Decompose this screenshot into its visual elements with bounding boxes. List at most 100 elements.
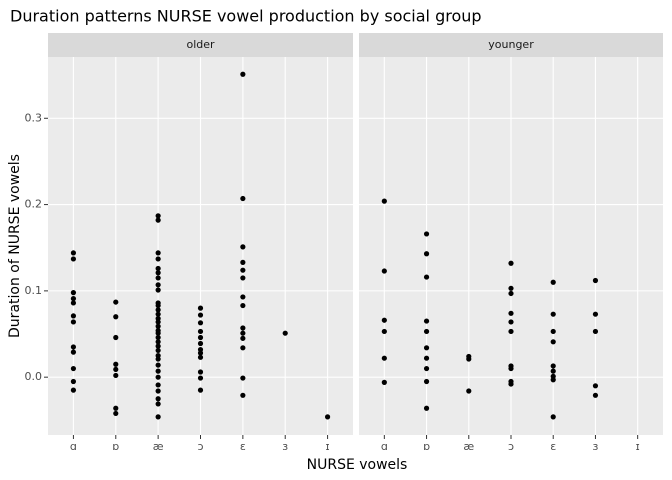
chart-title: Duration patterns NURSE vowel production…	[10, 7, 482, 26]
point	[155, 287, 161, 293]
x-tick-label: æ	[463, 440, 474, 453]
point	[155, 307, 161, 313]
x-tick-label: ɜ	[593, 440, 599, 453]
point	[240, 375, 246, 381]
point	[240, 330, 246, 336]
point	[70, 378, 77, 385]
point	[550, 377, 556, 383]
point	[70, 300, 77, 306]
point	[324, 414, 331, 420]
x-tick-label: ɛ	[240, 440, 246, 453]
x-tick-label: ɛ	[550, 440, 556, 453]
point	[197, 369, 204, 375]
point	[592, 277, 599, 284]
point	[197, 320, 204, 326]
point	[508, 285, 514, 291]
point	[381, 198, 387, 204]
point	[550, 368, 556, 374]
point	[508, 381, 514, 387]
x-tick-label: ɒ	[112, 440, 119, 453]
point	[240, 71, 246, 77]
point	[155, 334, 161, 341]
point	[508, 260, 514, 266]
point	[113, 361, 119, 367]
point	[423, 355, 430, 361]
point	[155, 401, 161, 407]
point	[113, 410, 119, 417]
point	[113, 372, 119, 379]
point	[197, 387, 204, 393]
point	[155, 343, 161, 349]
x-tick-label: æ	[153, 440, 164, 453]
strip-label: older	[186, 38, 215, 51]
point	[70, 290, 77, 296]
point	[197, 334, 204, 341]
x-tick-label: ɜ	[282, 440, 288, 453]
point	[197, 354, 204, 360]
x-tick-label: ɪ	[326, 440, 330, 453]
point	[423, 405, 430, 411]
point	[155, 368, 161, 374]
point	[466, 388, 472, 394]
point	[155, 282, 161, 288]
point	[155, 330, 161, 336]
y-tick-label: 0.3	[25, 111, 43, 124]
point	[508, 290, 514, 297]
point	[197, 328, 204, 335]
point	[282, 330, 288, 336]
point	[550, 414, 556, 420]
point	[155, 356, 161, 362]
point	[423, 345, 430, 351]
point	[197, 375, 204, 381]
point	[155, 265, 161, 272]
point	[155, 270, 161, 276]
y-tick-label: 0.0	[25, 370, 43, 383]
y-tick-label: 0.1	[25, 284, 43, 297]
point	[155, 362, 161, 368]
point	[70, 250, 77, 256]
x-tick-label: ɑ	[70, 440, 77, 453]
x-tick-label: ɪ	[636, 440, 640, 453]
point	[155, 217, 161, 223]
point	[155, 302, 161, 309]
point	[508, 310, 514, 316]
point	[113, 366, 119, 373]
strip-background	[48, 33, 353, 57]
point	[240, 325, 246, 331]
point	[592, 328, 599, 335]
point	[381, 317, 387, 323]
point	[70, 256, 77, 262]
point	[423, 365, 430, 372]
point	[155, 256, 161, 262]
point	[155, 396, 161, 402]
x-tick-label: ɔ	[508, 440, 514, 453]
point	[70, 344, 77, 350]
point	[466, 356, 472, 362]
point	[592, 392, 599, 398]
point	[240, 294, 246, 300]
point	[592, 383, 599, 389]
point	[592, 311, 599, 317]
point	[240, 345, 246, 351]
point	[240, 392, 246, 398]
point	[155, 319, 161, 325]
x-axis-title: NURSE vowels	[307, 457, 408, 473]
point	[381, 268, 387, 274]
point	[197, 312, 204, 318]
point	[423, 274, 430, 280]
point	[155, 374, 161, 380]
point	[240, 259, 246, 265]
point	[155, 275, 161, 281]
point	[113, 299, 119, 305]
point	[197, 350, 204, 356]
point	[550, 279, 556, 285]
point	[155, 339, 161, 345]
point	[381, 355, 387, 361]
point	[113, 405, 119, 411]
point	[70, 313, 77, 319]
point	[240, 275, 246, 281]
point	[70, 349, 77, 355]
point	[423, 328, 430, 335]
point	[240, 244, 246, 250]
